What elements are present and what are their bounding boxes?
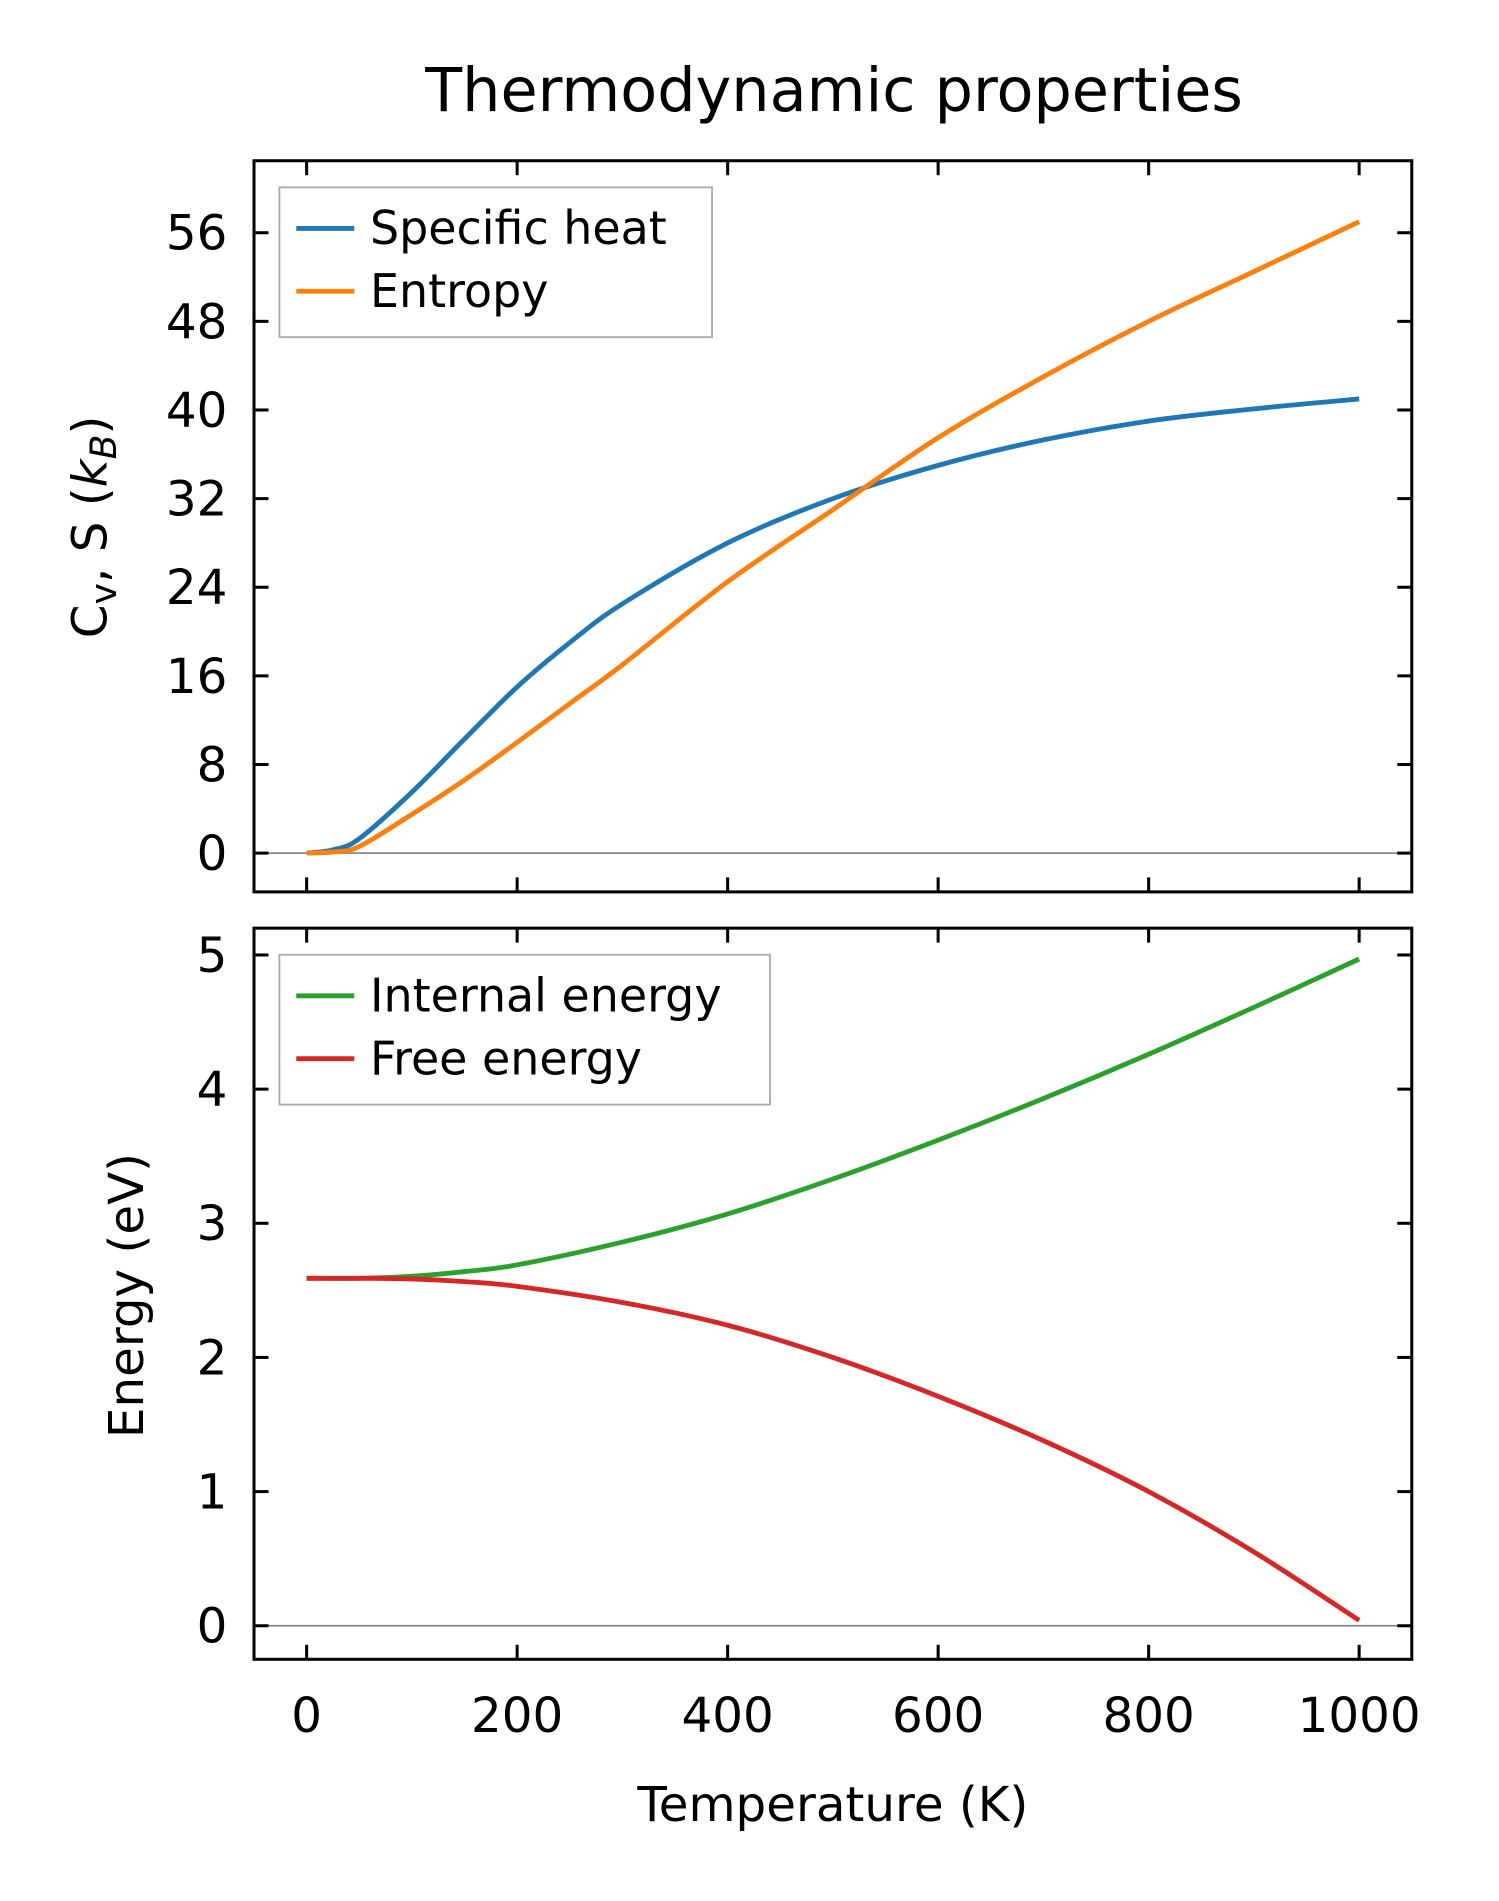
series-line-entropy — [306, 219, 1361, 856]
legend-box — [278, 953, 771, 1106]
y-tick-label: 0 — [197, 826, 228, 882]
x-tick-label: 800 — [1103, 1688, 1195, 1744]
y-tick-label: 5 — [197, 928, 228, 984]
x-tick-label: 1000 — [1298, 1688, 1421, 1744]
axes-frame — [252, 926, 1414, 1661]
y-tick-label: 8 — [197, 737, 228, 793]
y-tick-label: 2 — [197, 1330, 228, 1386]
series-line-internal-energy — [306, 956, 1361, 1281]
y-axis-label-top: Cv, S (kB) — [63, 416, 126, 639]
y-tick-label: 24 — [166, 560, 227, 616]
x-tick-label: 200 — [471, 1688, 563, 1744]
panel-energy: 0 200 400 600 800 1000 0 1 2 3 4 5 Internal energy Fr… — [197, 926, 1421, 1744]
y-tick-label: 56 — [166, 206, 227, 262]
chart-title: Thermodynamic properties — [424, 56, 1243, 126]
y-tick-label: 16 — [166, 649, 227, 705]
y-tick-label: 48 — [166, 294, 227, 350]
panel-heat-entropy: 0 8 16 24 32 40 48 56 Specific heat Entropy — [166, 159, 1414, 894]
y-tick-label: 4 — [197, 1062, 228, 1118]
x-axis-label: Temperature (K) — [636, 1777, 1028, 1833]
x-tick-label: 0 — [291, 1688, 322, 1744]
y-tick-label: 40 — [166, 383, 227, 439]
x-tick-label: 600 — [892, 1688, 984, 1744]
x-tick-label: 400 — [682, 1688, 774, 1744]
legend-label: Specific heat — [370, 201, 667, 255]
series-line-free-energy — [306, 1275, 1361, 1623]
y-tick-label: 3 — [197, 1196, 228, 1252]
y-axis-label-bottom: Energy (eV) — [99, 1153, 155, 1438]
legend-label: Internal energy — [370, 969, 721, 1023]
y-tick-label: 1 — [197, 1465, 228, 1521]
y-tick-label: 32 — [166, 472, 227, 528]
series-line-specific-heat — [306, 396, 1360, 856]
axes-frame — [252, 159, 1414, 894]
legend-label: Free energy — [370, 1031, 642, 1085]
legend-box — [278, 186, 713, 339]
legend-label: Entropy — [370, 264, 548, 318]
y-tick-label: 0 — [197, 1599, 228, 1655]
